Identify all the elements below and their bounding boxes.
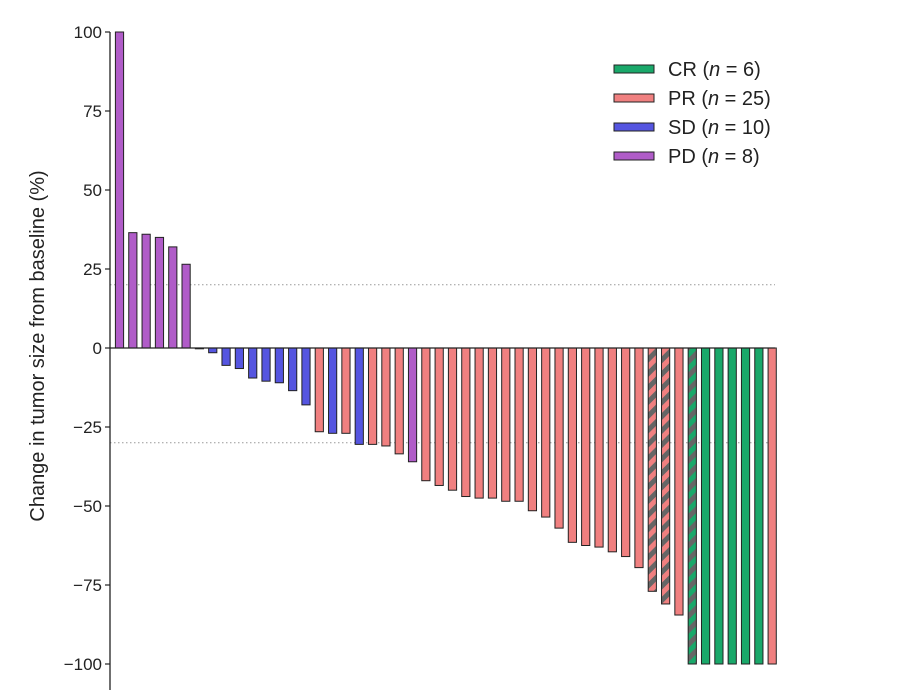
- bar-pr: [567, 347, 577, 543]
- bar-cr: [740, 347, 751, 665]
- bar-pr: [367, 347, 378, 445]
- y-axis-ticks: 100 75 50 25 0 −25 −50 −75 −100: [64, 23, 110, 674]
- legend-n-symbol: n: [709, 59, 720, 81]
- legend-swatch-pr: [613, 93, 655, 103]
- bar-pd: [168, 246, 178, 349]
- bar-series: [114, 31, 777, 665]
- legend-n-count: = 25): [719, 88, 771, 110]
- bar-pd: [128, 232, 138, 349]
- bar-cr: [727, 347, 737, 665]
- bar-sd: [234, 347, 244, 370]
- legend-label-sd: SD (n = 10): [668, 117, 771, 139]
- bar-sd: [288, 347, 298, 392]
- y-tick-label: −75: [73, 576, 102, 595]
- legend-swatch-pd: [613, 151, 655, 161]
- bar-pr: [621, 347, 631, 558]
- bar-pr: [541, 347, 551, 518]
- y-tick-label: 50: [83, 181, 102, 200]
- legend-group-name: PD (: [668, 146, 708, 168]
- legend-n-symbol: n: [708, 88, 719, 110]
- bar-pr: [554, 347, 564, 529]
- legend-label-pd: PD (n = 8): [668, 146, 760, 168]
- bar-pr: [674, 347, 684, 616]
- y-tick-label: −50: [73, 497, 102, 516]
- bar-sd: [354, 347, 364, 445]
- bar-pr: [661, 347, 671, 605]
- bar-sd: [221, 347, 231, 366]
- legend-n-count: = 8): [719, 146, 760, 168]
- bar-pd: [407, 347, 418, 463]
- bar-pr: [461, 347, 471, 498]
- bar-pr: [647, 347, 657, 592]
- bar-cr: [714, 347, 724, 665]
- bar-pr: [341, 347, 351, 434]
- y-tick-label: 75: [83, 102, 102, 121]
- legend-n-count: = 10): [719, 117, 771, 139]
- bar-pr: [487, 347, 498, 499]
- y-tick-label: −100: [64, 655, 102, 674]
- legend: CR (n = 6)PR (n = 25)SD (n = 10)PD (n = …: [613, 59, 771, 168]
- bar-pr: [394, 347, 404, 455]
- bar-cr: [700, 347, 711, 665]
- bar-pr: [381, 347, 391, 447]
- legend-n-symbol: n: [708, 146, 719, 168]
- legend-group-name: CR (: [668, 59, 709, 81]
- legend-n-count: = 6): [720, 59, 761, 81]
- legend-group-name: PR (: [668, 88, 708, 110]
- y-tick-label: 100: [74, 23, 102, 42]
- bar-pd: [181, 263, 191, 349]
- bar-pr: [447, 347, 458, 491]
- bar-sd: [261, 347, 271, 382]
- bar-pr: [581, 347, 591, 546]
- y-tick-label: 0: [93, 339, 102, 358]
- bar-sd: [328, 347, 338, 434]
- legend-label-pr: PR (n = 25): [668, 88, 771, 110]
- bar-pr: [474, 347, 484, 499]
- y-tick-label: 25: [83, 260, 102, 279]
- legend-swatch-sd: [613, 122, 655, 132]
- bar-pr: [421, 347, 431, 482]
- legend-n-symbol: n: [708, 117, 719, 139]
- bar-sd: [208, 347, 218, 354]
- bar-pd: [114, 31, 125, 349]
- bar-pd: [154, 236, 165, 349]
- y-tick-label: −25: [73, 418, 102, 437]
- bar-pd: [141, 233, 151, 349]
- bar-pr: [634, 347, 644, 569]
- bar-pr: [314, 347, 324, 433]
- legend-swatch-cr: [613, 64, 655, 74]
- bar-pr: [501, 347, 511, 502]
- legend-group-name: SD (: [668, 117, 708, 139]
- legend-label-cr: CR (n = 6): [668, 59, 761, 81]
- bar-pr: [434, 347, 444, 486]
- bar-pr: [514, 347, 524, 502]
- bar-sd: [274, 347, 284, 384]
- bar-cr: [754, 347, 764, 665]
- y-axis-title: Change in tumor size from baseline (%): [27, 170, 49, 521]
- bar-pr: [527, 347, 538, 512]
- bar-pr: [767, 347, 777, 665]
- bar-sd: [301, 347, 311, 406]
- bar-pr: [607, 347, 617, 553]
- bar-pr: [594, 347, 604, 548]
- bar-cr: [687, 347, 697, 665]
- bar-sd: [248, 347, 258, 379]
